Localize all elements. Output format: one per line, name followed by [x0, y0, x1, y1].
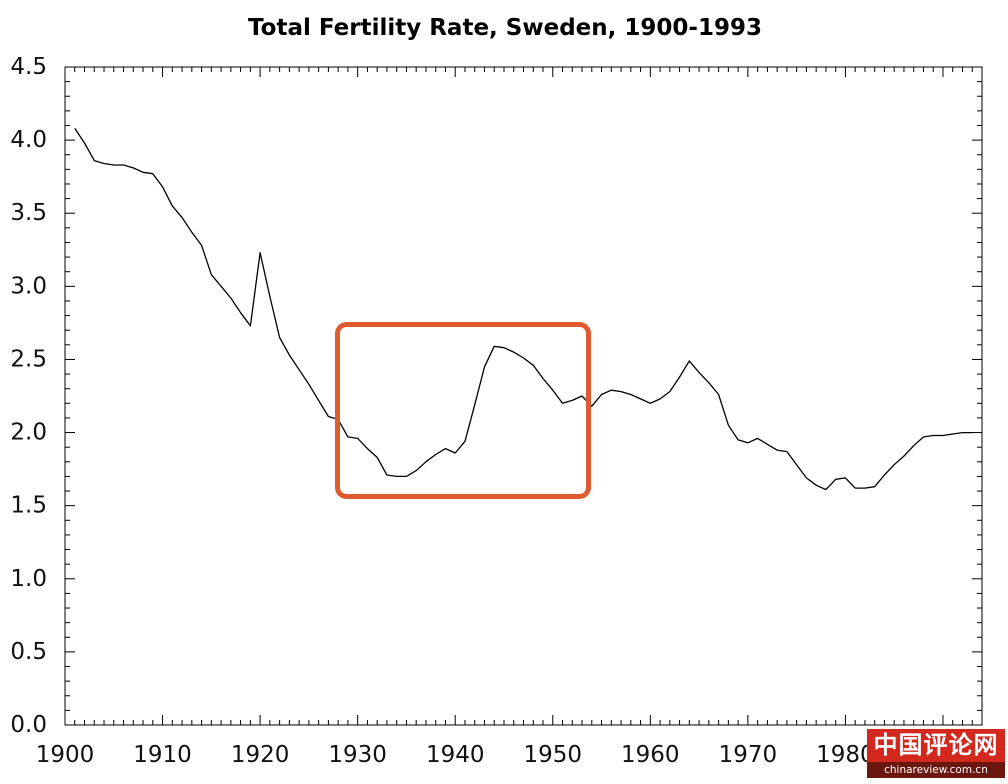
- y-tick-label: 1.5: [10, 493, 47, 519]
- highlight-box: [335, 322, 591, 499]
- y-tick-label: 2.0: [10, 420, 47, 446]
- y-tick-label: 2.5: [10, 346, 47, 372]
- chart-title: Total Fertility Rate, Sweden, 1900-1993: [248, 15, 762, 41]
- x-tick-label: 1950: [523, 742, 582, 768]
- x-tick-label: 1920: [231, 742, 290, 768]
- watermark-url: chinareview.com.cn: [867, 762, 1005, 778]
- x-tick-label: 1910: [133, 742, 192, 768]
- x-tick-label: 1980: [816, 742, 875, 768]
- watermark-logo: 中国评论网 chinareview.com.cn: [867, 729, 1005, 778]
- axis-tick-labels: 1900 1910 1920 1930 1940 1950 1960 1970 1980 0.0 0…: [10, 54, 874, 768]
- y-tick-label: 3.5: [10, 200, 47, 226]
- y-tick-label: 0.0: [10, 712, 47, 738]
- axis-ticks: [65, 67, 982, 725]
- x-tick-label: 1960: [621, 742, 680, 768]
- x-tick-label: 1940: [426, 742, 485, 768]
- series-line: [74, 128, 973, 491]
- x-tick-label: 1900: [36, 742, 95, 768]
- y-tick-label: 1.0: [10, 566, 47, 592]
- y-tick-label: 4.0: [10, 127, 47, 153]
- x-tick-label: 1970: [719, 742, 778, 768]
- y-tick-label: 0.5: [10, 639, 47, 665]
- y-tick-label: 4.5: [10, 54, 47, 80]
- y-tick-label: 3.0: [10, 273, 47, 299]
- plot-frame: [64, 66, 983, 726]
- x-tick-label: 1930: [328, 742, 387, 768]
- watermark-name: 中国评论网: [867, 729, 1005, 762]
